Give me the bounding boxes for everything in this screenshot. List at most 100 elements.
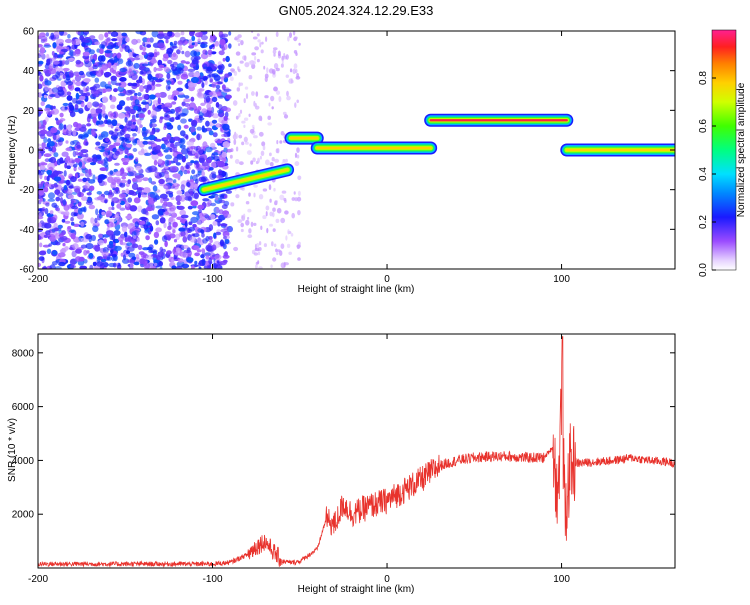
spectrogram-speckle [166, 250, 172, 255]
spectrogram-speckle [58, 119, 64, 124]
spectrogram-speckle [102, 151, 109, 157]
spectrogram-speckle [124, 113, 130, 117]
colorbar-ticks: 0.0 0.2 0.4 0.6 0.8 [698, 71, 716, 277]
spectrogram-speckle [247, 216, 250, 220]
spectrogram-speckle [138, 113, 146, 119]
y-tick-label: -20 [20, 185, 35, 196]
spectrogram-speckle [52, 214, 58, 221]
spectrogram-speckle [187, 205, 193, 210]
spectrogram-speckle [220, 223, 228, 227]
x-tick-label: -200 [28, 574, 48, 585]
spectrogram-speckle [113, 88, 118, 93]
spectrogram-speckle [61, 218, 66, 223]
spectrogram-speckle [45, 230, 51, 236]
spectrogram-speckle [255, 264, 258, 269]
spectrogram-speckle [151, 110, 158, 117]
spectrogram-speckle [296, 99, 300, 104]
spectrogram-speckle [132, 177, 137, 183]
spectrogram-speckle [55, 196, 61, 202]
spectrogram-speckle [39, 242, 43, 248]
spectrogram-speckle [147, 109, 151, 115]
spectrogram-speckle [245, 219, 250, 226]
spectrogram-speckle [76, 212, 84, 220]
spectrogram-speckle [142, 140, 149, 145]
spectrogram-speckle [153, 52, 158, 58]
spectrogram-speckle [141, 46, 147, 52]
spectrogram-speckle [133, 57, 140, 61]
spectrogram-speckle [52, 105, 56, 109]
snr-x-ticks: -200 -100 0 100 [28, 334, 570, 585]
spectrogram-speckle [127, 197, 133, 203]
spectrogram-speckle [257, 157, 260, 164]
spectrogram-speckle [169, 41, 173, 46]
spectrogram-speckle [159, 265, 163, 269]
spectrogram-speckle [243, 117, 249, 121]
spectrogram-speckle [44, 181, 49, 188]
spectrogram-speckle [82, 51, 90, 57]
spectrogram-speckle [198, 31, 203, 36]
spectrogram-speckle [135, 253, 140, 260]
spectrogram-speckle [161, 143, 166, 150]
y-tick-label: 0 [28, 146, 34, 157]
spectrogram-speckle [170, 142, 175, 148]
spectrogram-speckle [260, 49, 264, 54]
spectrogram-speckle [183, 98, 191, 103]
x-tick-label: 0 [384, 274, 390, 285]
spectrogram-speckle [125, 215, 133, 220]
spectrogram-speckle [283, 197, 287, 202]
spectrogram-speckle [210, 202, 217, 207]
spectrogram-speckle [67, 84, 73, 90]
colorbar-tick-label: 0.6 [698, 119, 709, 133]
spectrogram-speckle [207, 107, 213, 111]
spectrogram-speckle [223, 194, 228, 199]
spectrogram-speckle [189, 188, 194, 196]
spectrogram-speckle [281, 190, 287, 194]
spectrogram-speckle [258, 266, 263, 269]
spectrogram-speckle [166, 124, 174, 130]
spectrogram-speckle [38, 44, 43, 48]
spectrogram-speckle [127, 89, 136, 94]
spectrogram-speckle [72, 150, 77, 157]
spectrogram-speckle [38, 189, 45, 196]
spectrogram-speckle [259, 42, 262, 48]
spectrogram-speckle [64, 211, 70, 216]
colorbar-tick-label: 0.8 [698, 71, 709, 85]
spectrogram-speckle [280, 131, 285, 136]
spectrogram-speckle [124, 45, 130, 53]
spectrogram-speckle [110, 104, 116, 110]
spectrogram-speckle [132, 52, 136, 56]
spectrogram-speckle [111, 119, 118, 127]
spectrogram-speckle [180, 214, 189, 219]
spectrogram-speckle [137, 205, 143, 213]
spectrogram-speckle [241, 141, 245, 146]
spectrogram-speckle [139, 258, 146, 265]
spectrogram-speckle [180, 184, 185, 191]
spectrogram-speckle [248, 75, 253, 80]
spectrogram-speckle [291, 197, 296, 201]
spectrogram-speckle [78, 237, 82, 243]
spectrogram-speckle [41, 142, 46, 149]
spectrogram-speckle [87, 113, 92, 119]
spectrogram-speckle [262, 145, 266, 151]
spectrogram-speckle [115, 82, 122, 86]
spectrogram-speckle [255, 261, 259, 265]
spectrogram-speckle [99, 112, 103, 118]
spectrogram-speckle [211, 244, 217, 251]
spectrogram-speckle [170, 116, 175, 122]
spectrogram-speckle [248, 192, 251, 197]
spectrogram-speckle [141, 78, 145, 85]
spectrogram-speckle [44, 158, 50, 163]
spectrogram-speckle [79, 173, 85, 177]
spectrogram-speckle [214, 263, 223, 269]
spectrogram-speckle [155, 255, 161, 261]
spectrogram-speckle [44, 175, 48, 181]
spectrogram-speckle [70, 233, 76, 240]
spectrogram-speckle [260, 117, 263, 122]
spectrogram-speckle [149, 225, 154, 232]
spectrogram-speckle [190, 200, 199, 207]
spectrogram-speckle [151, 59, 158, 64]
spectrogram-speckle [184, 50, 191, 58]
spectrogram-speckle [70, 211, 77, 217]
spectrogram-speckle [114, 162, 120, 166]
spectrogram-speckle [47, 216, 52, 224]
